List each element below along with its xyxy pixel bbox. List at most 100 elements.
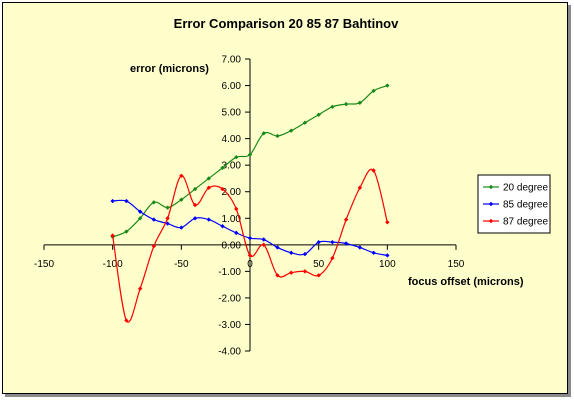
x-tick-label: 50 bbox=[313, 259, 325, 270]
data-point bbox=[165, 216, 170, 221]
data-point bbox=[357, 100, 363, 105]
data-point bbox=[316, 273, 321, 278]
chart-title: Error Comparison 20 85 87 Bahtinov bbox=[174, 16, 399, 31]
y-tick-label: 5.00 bbox=[222, 108, 242, 119]
data-point bbox=[316, 112, 321, 117]
y-tick-label: 4.00 bbox=[222, 134, 242, 145]
data-point bbox=[261, 131, 266, 136]
data-point bbox=[275, 273, 280, 278]
data-point bbox=[343, 217, 349, 222]
data-point bbox=[137, 209, 143, 214]
data-point bbox=[330, 239, 335, 245]
y-tick-label: 6.00 bbox=[222, 81, 242, 92]
data-point bbox=[192, 202, 198, 208]
data-point bbox=[234, 206, 239, 212]
data-point bbox=[371, 168, 376, 173]
y-axis-title: error (microns) bbox=[130, 63, 209, 75]
legend-swatch-marker bbox=[488, 218, 494, 224]
data-point bbox=[179, 197, 184, 202]
data-point bbox=[192, 186, 198, 192]
data-point bbox=[371, 250, 376, 255]
data-point bbox=[261, 237, 266, 242]
legend-item-20-degree: 20 degree bbox=[483, 183, 548, 194]
data-point bbox=[275, 245, 280, 250]
x-tick-label: 0 bbox=[247, 259, 253, 270]
y-tick-label: 2.00 bbox=[222, 187, 242, 198]
legend-label: 20 degree bbox=[503, 183, 548, 194]
y-tick-label: -3.00 bbox=[218, 320, 241, 331]
data-point bbox=[110, 233, 115, 238]
data-point bbox=[385, 253, 390, 258]
data-point bbox=[165, 221, 170, 226]
data-point bbox=[124, 198, 129, 204]
data-point bbox=[302, 120, 308, 125]
data-point bbox=[371, 88, 376, 94]
data-point bbox=[220, 186, 225, 192]
legend-item-87-degree: 87 degree bbox=[483, 217, 548, 228]
data-point bbox=[302, 251, 308, 257]
legend-label: 85 degree bbox=[503, 200, 548, 211]
data-point bbox=[192, 216, 198, 221]
series-20-degree bbox=[110, 83, 390, 240]
legend-swatch-marker bbox=[488, 201, 494, 207]
data-point bbox=[165, 205, 170, 210]
data-point bbox=[302, 269, 308, 274]
legend-swatch-marker bbox=[488, 184, 494, 190]
data-point bbox=[261, 242, 266, 248]
y-tick-label: 0.00 bbox=[222, 240, 242, 251]
y-tick-label: -4.00 bbox=[218, 347, 241, 358]
data-point bbox=[110, 198, 115, 204]
series-85-degree bbox=[110, 198, 390, 258]
data-point bbox=[137, 286, 143, 291]
x-tick-label: -150 bbox=[34, 259, 54, 270]
data-point bbox=[206, 217, 211, 222]
data-point bbox=[247, 152, 253, 157]
data-point bbox=[343, 101, 349, 107]
data-point bbox=[289, 270, 294, 275]
data-point bbox=[385, 220, 390, 225]
x-tick-label: 100 bbox=[379, 259, 396, 270]
y-tick-label: -1.00 bbox=[218, 267, 241, 278]
x-axis-title: focus offset (microns) bbox=[408, 276, 524, 288]
axes: -150 -100 -50 0 50 100 150 7.00 6.00 5.00 4.00 3.00… bbox=[34, 55, 465, 358]
data-point bbox=[343, 241, 349, 246]
data-point bbox=[330, 255, 335, 261]
data-point bbox=[357, 185, 363, 190]
data-point bbox=[151, 243, 157, 249]
legend: 20 degree 85 degree 87 degree bbox=[477, 174, 551, 234]
data-point bbox=[151, 217, 157, 222]
x-tick-label: 150 bbox=[448, 259, 465, 270]
data-point bbox=[124, 229, 129, 234]
data-point bbox=[330, 104, 335, 109]
data-point bbox=[179, 225, 184, 230]
data-point bbox=[247, 253, 253, 258]
data-point bbox=[247, 235, 253, 241]
data-point bbox=[316, 239, 321, 245]
data-point bbox=[137, 216, 143, 221]
legend-label: 87 degree bbox=[503, 217, 548, 228]
data-point bbox=[220, 165, 225, 171]
chart-frame bbox=[2, 2, 568, 394]
y-tick-label: 7.00 bbox=[222, 55, 242, 66]
data-point bbox=[234, 155, 239, 160]
legend-item-85-degree: 85 degree bbox=[483, 200, 548, 211]
x-tick-label: -100 bbox=[103, 259, 123, 270]
y-tick-label: -2.00 bbox=[218, 293, 241, 304]
data-point bbox=[289, 250, 294, 255]
series-layer bbox=[110, 83, 390, 323]
data-point bbox=[151, 200, 157, 205]
series-87-degree bbox=[110, 168, 390, 323]
data-point bbox=[275, 133, 280, 139]
data-point bbox=[179, 173, 184, 178]
y-tick-label: 1.00 bbox=[222, 214, 242, 225]
data-point bbox=[385, 83, 390, 88]
data-point bbox=[357, 245, 363, 250]
data-point bbox=[220, 224, 225, 229]
data-point bbox=[234, 230, 239, 236]
data-point bbox=[124, 318, 129, 323]
data-point bbox=[206, 176, 211, 181]
y-tick-label: 3.00 bbox=[222, 161, 242, 172]
x-tick-label: -50 bbox=[174, 259, 189, 270]
data-point bbox=[206, 185, 211, 190]
